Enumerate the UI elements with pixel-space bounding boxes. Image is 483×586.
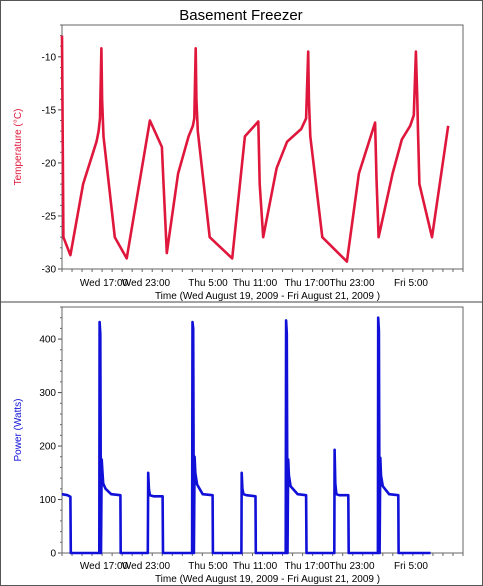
- chart-title: Basement Freezer: [179, 7, 302, 24]
- x-tick-label: Wed 17:00: [80, 278, 129, 289]
- y-tick-label: -10: [42, 52, 57, 63]
- x-tick-label: Thu 17:00: [284, 561, 329, 572]
- x-tick-label: Wed 23:00: [122, 561, 171, 572]
- plot-area: [61, 306, 464, 554]
- y-tick-label: 100: [39, 495, 56, 506]
- x-tick-label: Thu 5:00: [188, 278, 228, 289]
- y-tick-label: -20: [42, 158, 57, 169]
- x-tick-label: Thu 23:00: [329, 561, 374, 572]
- y-axis-label: Power (Watts): [13, 399, 24, 462]
- x-tick-label: Wed 17:00: [80, 561, 129, 572]
- x-tick-label: Thu 23:00: [329, 278, 374, 289]
- x-tick-label: Fri 5:00: [394, 561, 428, 572]
- x-tick-label: Thu 11:00: [233, 278, 278, 289]
- x-tick-label: Thu 11:00: [233, 561, 278, 572]
- x-tick-label: Wed 23:00: [122, 278, 171, 289]
- y-tick-label: 300: [39, 388, 56, 399]
- y-tick-label: 400: [39, 335, 56, 346]
- y-tick-label: -30: [42, 265, 57, 276]
- y-tick-label: 0: [50, 549, 56, 560]
- y-tick-label: -15: [42, 105, 57, 116]
- x-tick-label: Thu 5:00: [188, 561, 228, 572]
- x-tick-label: Fri 5:00: [394, 278, 428, 289]
- series-line: [61, 316, 431, 555]
- x-axis-label: Time (Wed August 19, 2009 - Fri August 2…: [155, 291, 380, 302]
- x-axis-label: Time (Wed August 19, 2009 - Fri August 2…: [155, 574, 380, 585]
- series-line: [60, 35, 450, 263]
- x-tick-label: Thu 17:00: [284, 278, 329, 289]
- y-axis-label: Temperature (°C): [13, 109, 24, 186]
- y-tick-label: 200: [39, 442, 56, 453]
- y-tick-label: -25: [42, 211, 57, 222]
